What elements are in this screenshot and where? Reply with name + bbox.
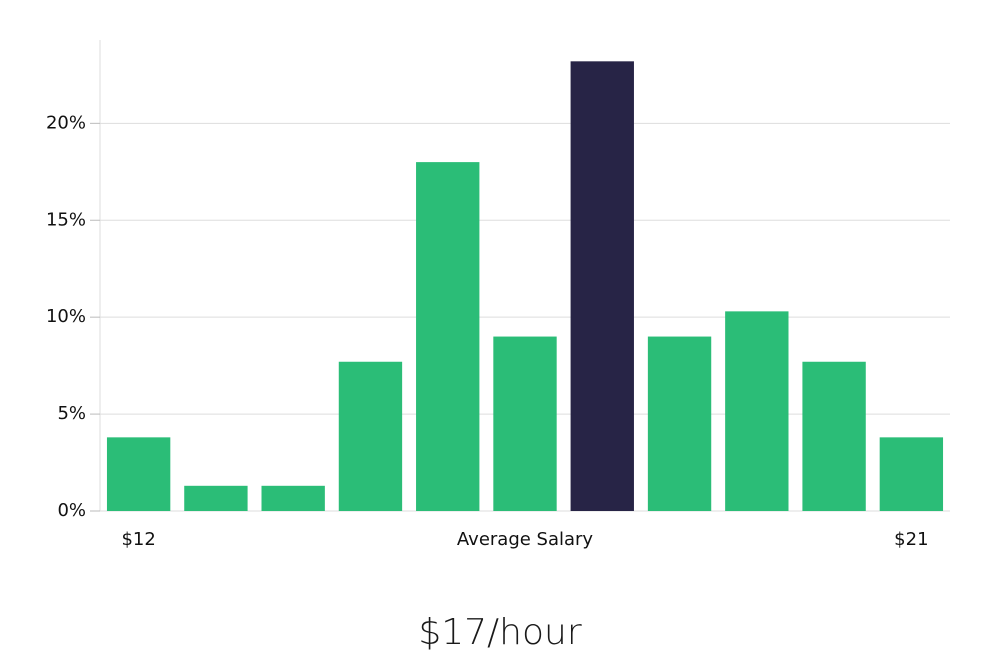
y-tick-label: 15% — [46, 209, 86, 230]
bar — [725, 311, 789, 511]
bar — [338, 361, 403, 511]
y-tick-label: 10% — [46, 306, 86, 327]
bar — [879, 437, 944, 511]
y-tick-label: 20% — [46, 112, 86, 133]
x-axis-label: Average Salary — [457, 529, 594, 550]
bar — [106, 437, 171, 511]
bar — [184, 485, 248, 511]
bar — [416, 162, 480, 511]
average-salary: $17/hour — [418, 612, 582, 653]
y-tick-label: 0% — [57, 500, 86, 521]
bar — [802, 361, 866, 511]
bar — [647, 336, 712, 511]
y-tick-label: 5% — [57, 403, 86, 424]
bar — [493, 336, 557, 511]
bar — [261, 485, 325, 511]
x-tick-label: $21 — [894, 529, 928, 550]
x-tick-label: $12 — [121, 529, 155, 550]
bar — [570, 61, 634, 512]
